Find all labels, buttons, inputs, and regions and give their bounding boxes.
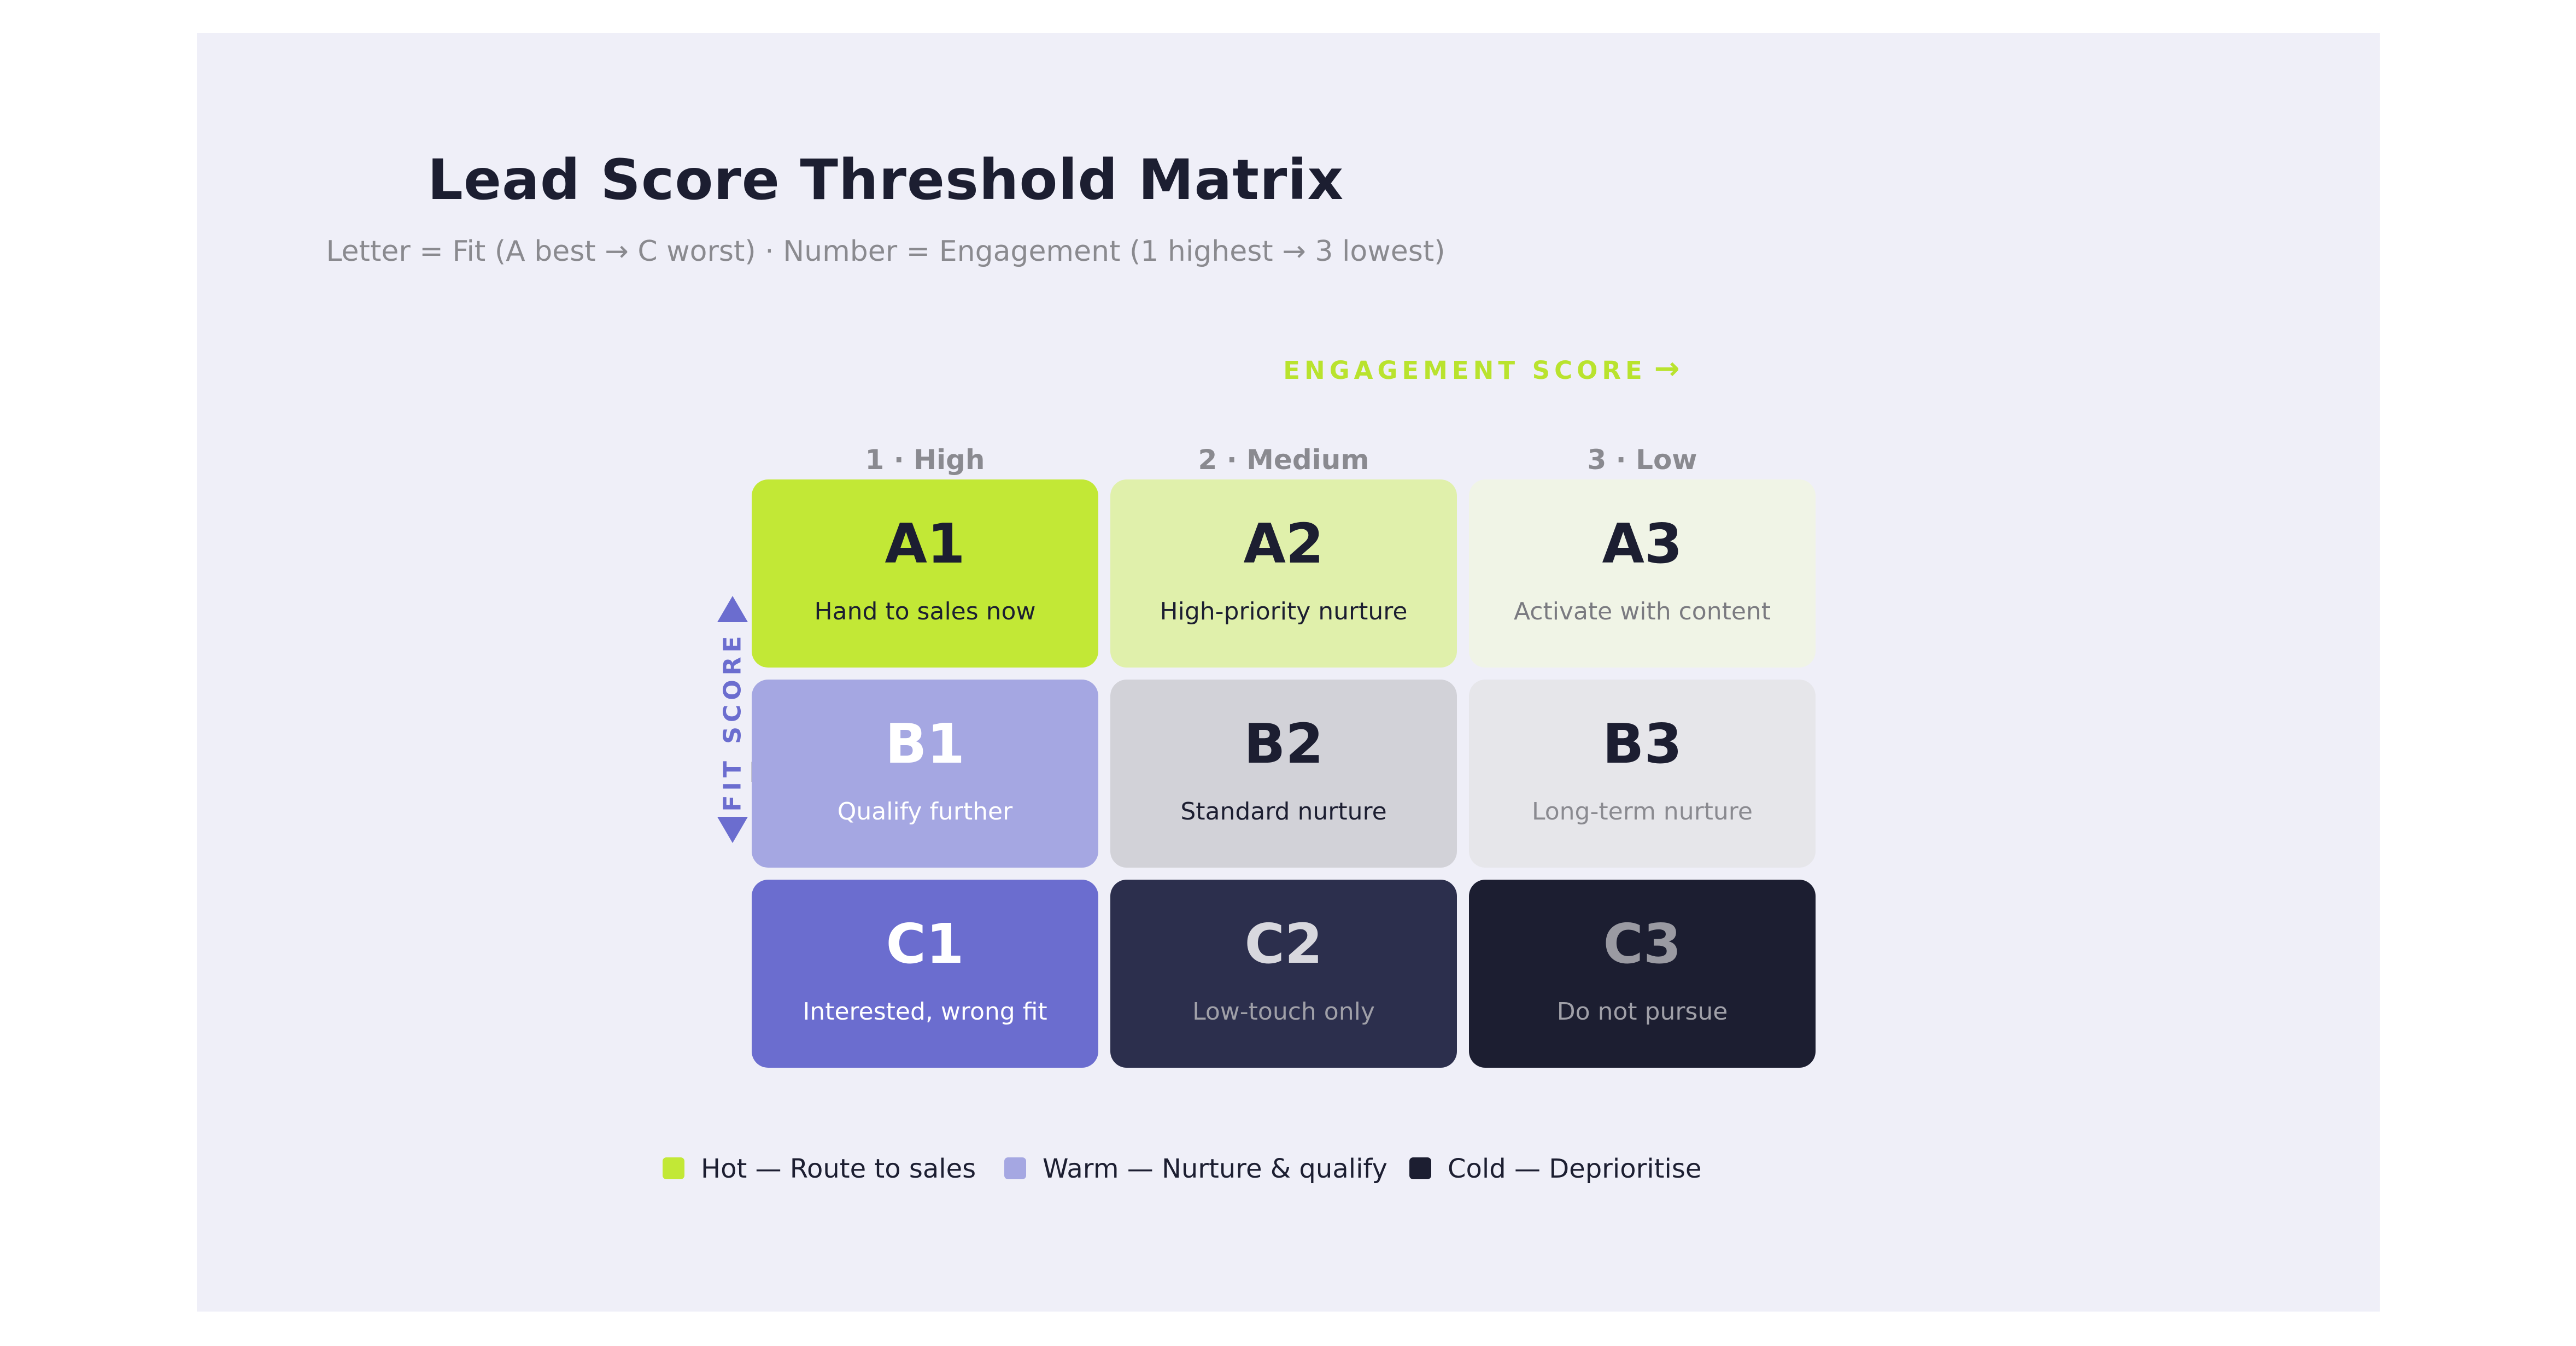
matrix-cell-b2: B2 Standard nurture — [1110, 680, 1457, 868]
matrix-cell-b1: B1 Qualify further — [752, 680, 1098, 868]
cell-description: Qualify further — [837, 798, 1013, 826]
cell-description: High-priority nurture — [1160, 598, 1408, 625]
cell-code: A2 — [1243, 512, 1324, 576]
matrix-cell-c1: C1 Interested, wrong fit — [752, 880, 1098, 1068]
legend-swatch-hot — [663, 1157, 684, 1179]
arrow-right-icon: → — [1654, 351, 1680, 387]
cell-code: C1 — [886, 912, 964, 976]
cell-description: Do not pursue — [1556, 998, 1728, 1026]
cell-code: C2 — [1244, 912, 1323, 976]
engagement-axis-text: ENGAGEMENT SCORE — [1283, 356, 1647, 385]
cell-code: B1 — [885, 712, 965, 776]
cell-description: Long-term nurture — [1531, 798, 1753, 826]
column-header-3: 3 · Low — [1587, 444, 1697, 476]
matrix-cell-b3: B3 Long-term nurture — [1469, 680, 1816, 868]
legend-swatch-warm — [1004, 1157, 1026, 1179]
legend-item-warm: Warm — Nurture & qualify — [1004, 1154, 1387, 1186]
cell-description: Activate with content — [1513, 598, 1771, 625]
page-subtitle: Letter = Fit (A best → C worst) · Number… — [326, 235, 1445, 268]
legend-label-hot: Hot — Route to sales — [701, 1154, 976, 1184]
cell-description: Low-touch only — [1192, 998, 1375, 1026]
cell-code: A3 — [1602, 512, 1683, 576]
matrix-cell-c3: C3 Do not pursue — [1469, 880, 1816, 1068]
cell-code: C3 — [1603, 912, 1682, 976]
matrix-cell-c2: C2 Low-touch only — [1110, 880, 1457, 1068]
fit-axis: FIT SCORE — [705, 596, 760, 847]
column-header-2: 2 · Medium — [1198, 444, 1369, 476]
cell-description: Interested, wrong fit — [803, 998, 1047, 1026]
triangle-down-icon — [717, 817, 748, 843]
legend-swatch-cold — [1409, 1157, 1431, 1179]
column-header-1: 1 · High — [865, 444, 985, 476]
cell-code: A1 — [885, 512, 965, 576]
matrix-panel: Lead Score Threshold Matrix Letter = Fit… — [197, 33, 2380, 1312]
page-title: Lead Score Threshold Matrix — [427, 148, 1344, 213]
cell-description: Standard nurture — [1180, 798, 1387, 826]
engagement-axis-label: ENGAGEMENT SCORE → — [1099, 351, 1864, 387]
cell-description: Hand to sales now — [814, 598, 1036, 625]
matrix-cell-a1: A1 Hand to sales now — [752, 479, 1098, 668]
legend-label-cold: Cold — Deprioritise — [1448, 1154, 1702, 1184]
cell-code: B2 — [1244, 712, 1324, 776]
cell-code: B3 — [1602, 712, 1682, 776]
triangle-up-icon — [717, 596, 748, 622]
legend-item-cold: Cold — Deprioritise — [1409, 1154, 1701, 1186]
legend-item-hot: Hot — Route to sales — [663, 1154, 976, 1186]
matrix-cell-a2: A2 High-priority nurture — [1110, 479, 1457, 668]
matrix-cell-a3: A3 Activate with content — [1469, 479, 1816, 668]
legend-label-warm: Warm — Nurture & qualify — [1043, 1154, 1387, 1184]
